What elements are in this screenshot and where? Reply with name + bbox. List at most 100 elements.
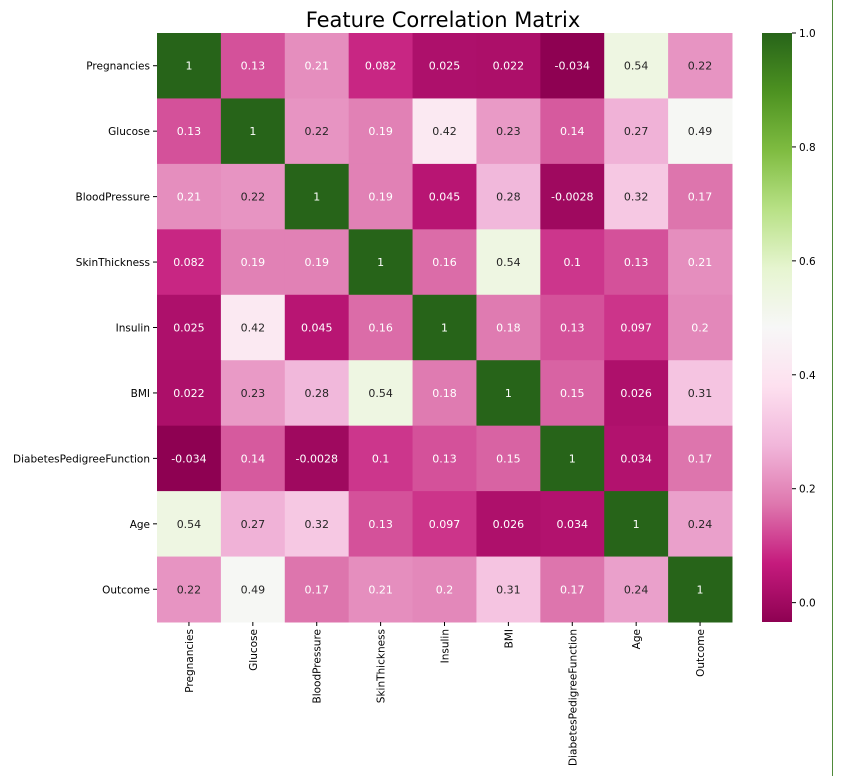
cell-value-label: -0.0028 (551, 191, 593, 204)
cell-value-label: 0.54 (368, 387, 393, 400)
heatmap-cell (348, 98, 414, 165)
cell-value-label: 0.19 (368, 191, 393, 204)
cell-value-label: 0.13 (241, 60, 266, 73)
heatmap-cell (220, 360, 286, 427)
cell-value-label: 1 (633, 518, 640, 531)
heatmap-cell (284, 33, 350, 99)
y-tick-label: SkinThickness (76, 257, 150, 269)
heatmap-cell (540, 98, 605, 165)
y-tick-label: BloodPressure (76, 192, 150, 204)
cell-value-label: 1 (313, 191, 320, 204)
heatmap-cell (604, 98, 669, 165)
cell-value-label: 0.17 (560, 583, 585, 596)
heatmap-cell (668, 360, 733, 427)
heatmap-cell (412, 229, 477, 296)
heatmap-cell (220, 294, 286, 361)
heatmap-cell (668, 491, 733, 558)
cell-value-label: 0.17 (304, 583, 329, 596)
cell-value-label: 0.17 (688, 452, 713, 465)
heatmap-cell (540, 33, 605, 99)
heatmap-cell (604, 294, 669, 361)
cell-value-label: 0.54 (624, 60, 649, 73)
cell-value-label: 0.2 (436, 583, 454, 596)
x-tick-label: Age (631, 629, 643, 649)
cell-value-label: 0.16 (368, 322, 393, 335)
heatmap-cell (604, 33, 669, 99)
cell-value-label: 1 (377, 256, 384, 269)
heatmap-cell (540, 294, 605, 361)
heatmap-cell (476, 425, 541, 492)
colorbar-tick-label: 0.0 (799, 598, 816, 610)
heatmap-cell (412, 556, 477, 623)
heatmap-cell (220, 163, 286, 230)
cell-value-label: 0.22 (177, 583, 202, 596)
heatmap-cell (348, 33, 414, 99)
cell-value-label: 0.13 (177, 125, 202, 138)
heatmap-cell (284, 294, 350, 361)
cell-value-label: 0.022 (173, 387, 205, 400)
heatmap-cell (348, 229, 414, 296)
y-tick-label: Pregnancies (86, 61, 150, 73)
cell-value-label: 0.14 (560, 125, 585, 138)
heatmap-cell (157, 294, 222, 361)
cell-value-label: 0.13 (368, 518, 393, 531)
heatmap-cell (476, 163, 541, 230)
heatmap-cell (220, 425, 286, 492)
heatmap-cell (348, 360, 414, 427)
cell-value-label: 1 (697, 583, 704, 596)
heatmap-cell (412, 425, 477, 492)
heatmap-cell (668, 163, 733, 230)
heatmap-cell (157, 491, 222, 558)
cell-value-label: 0.15 (560, 387, 585, 400)
y-tick-label: Outcome (102, 584, 150, 596)
y-tick-label: Insulin (116, 323, 150, 335)
cell-value-label: 0.19 (304, 256, 329, 269)
cell-value-label: 0.13 (560, 322, 585, 335)
cell-value-label: 0.16 (432, 256, 457, 269)
cell-value-label: 0.13 (432, 452, 457, 465)
cell-value-label: 0.15 (496, 452, 521, 465)
heatmap-cell (284, 229, 350, 296)
cell-value-label: 0.54 (177, 518, 202, 531)
heatmap-cell (540, 425, 605, 492)
heatmap-cell (476, 360, 541, 427)
x-tick-label: BloodPressure (312, 629, 324, 703)
heatmap-cell (157, 163, 222, 230)
heatmap-cell (157, 33, 222, 99)
cell-value-label: 0.31 (496, 583, 521, 596)
cell-value-label: 0.23 (496, 125, 521, 138)
heatmap-cell (157, 425, 222, 492)
y-tick-label: Glucose (108, 126, 150, 138)
heatmap-cell (668, 556, 733, 623)
heatmap-cell (604, 163, 669, 230)
heatmap-cell (412, 294, 477, 361)
heatmap-cell (157, 556, 222, 623)
heatmap-cell (476, 556, 541, 623)
cell-value-label: 0.14 (241, 452, 266, 465)
heatmap-cell (604, 229, 669, 296)
cell-value-label: -0.0028 (295, 452, 337, 465)
cell-value-label: 0.32 (624, 191, 649, 204)
cell-value-label: 0.22 (304, 125, 329, 138)
heatmap-cell (220, 33, 286, 99)
heatmap-cell (540, 163, 605, 230)
heatmap-cell (284, 98, 350, 165)
heatmap-cell (540, 360, 605, 427)
cell-value-label: 0.21 (688, 256, 713, 269)
cell-value-label: 1 (441, 322, 448, 335)
cell-value-label: 0.42 (241, 322, 266, 335)
heatmap-cell (348, 491, 414, 558)
heatmap-cell (476, 229, 541, 296)
heatmap-cell (668, 425, 733, 492)
heatmap-cell (540, 229, 605, 296)
colorbar-tick-label: 0.4 (799, 370, 816, 382)
window-edge-divider (832, 0, 833, 776)
heatmap-cell (412, 33, 477, 99)
cell-value-label: 0.2 (691, 322, 709, 335)
cell-value-label: 1 (569, 452, 576, 465)
heatmap-cell (348, 294, 414, 361)
heatmap-cell (668, 33, 733, 99)
heatmap-cell (284, 556, 350, 623)
cell-value-label: 0.22 (241, 191, 266, 204)
